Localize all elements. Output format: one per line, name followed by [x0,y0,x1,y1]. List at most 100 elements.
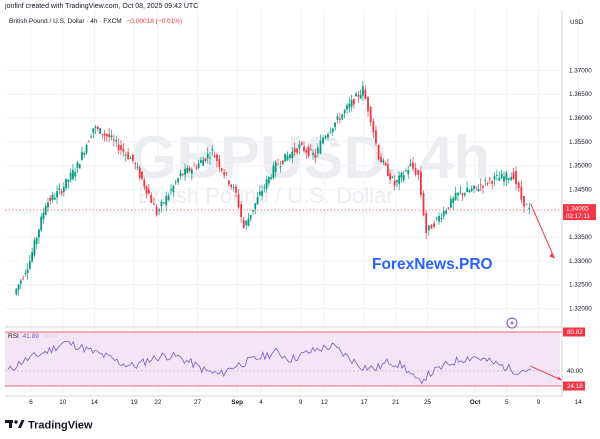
candle-body [60,190,63,194]
candle-body [382,160,385,163]
candle-body [132,154,134,161]
time-tick-label: 10 [59,399,67,406]
rsi-legend: RSI 41.89 ○○○ [8,333,60,340]
candle-body [258,191,261,195]
candle-body [136,166,139,168]
time-tick-label: 14 [91,399,99,406]
rsi-level-tag [563,381,585,391]
candle-body [305,150,308,153]
candle-body [505,172,508,180]
rsi-projection-arrow [530,365,563,381]
candle-body [277,164,279,166]
time-tick-label: 25 [424,399,432,406]
candle-body [134,163,137,165]
candle-body [268,176,270,184]
rsi-level-label: 80.82 [567,329,583,336]
candle-body [503,176,505,182]
lightning-circle-icon[interactable] [506,317,518,329]
grid [5,10,579,393]
candle-body [298,144,301,149]
candle-body [145,186,148,194]
candle-body [153,203,155,205]
candle-body [218,159,221,168]
candle-body [204,158,207,161]
last-price-tag [563,204,596,221]
candle-body [430,224,433,229]
candle-body [400,172,403,178]
candle-body [252,209,254,212]
candle-body [90,136,92,138]
candle-body [425,213,428,233]
candle-body [482,185,484,188]
candle-body [422,193,425,216]
candle-body [445,210,448,214]
forexnews-overlay: ForexNews.PRO [372,256,493,273]
candle-body [327,134,329,138]
candle-body [523,195,525,207]
candle-body [172,185,175,193]
rsi-settings-dots[interactable]: ○○○ [44,333,60,340]
candle-body [65,178,68,188]
time-tick-label: 14 [575,399,583,406]
candle-body [94,126,97,128]
candle-body [200,160,202,163]
candle-body [106,134,108,137]
candle-body [190,169,193,174]
candle-body [515,171,517,185]
price-pane[interactable] [5,81,562,296]
candle-body [225,172,228,174]
candle-body [56,191,58,198]
candle-body [380,156,382,163]
candle-body [206,153,209,159]
candle-body [389,173,392,180]
candle-body [26,269,29,274]
instrument-name: British Pound / U.S. Dollar · 4h · FXCM [9,18,122,25]
candle-body [181,174,184,175]
candle-body [22,278,24,280]
candle-body [254,203,257,209]
candle-body [110,135,113,138]
candle-body [197,163,200,168]
candle-body [193,165,196,167]
candle-body [44,206,47,215]
tradingview-brand[interactable]: TradingView [5,419,93,432]
candle-body [261,191,264,196]
rsi-pane[interactable] [5,331,563,387]
time-tick-label: 21 [392,399,400,406]
candle-body [479,184,482,186]
time-tick-label: 5 [505,399,509,406]
candle-body [484,179,487,181]
candle-body [179,173,182,177]
candle-body [375,130,377,144]
price-tick-label: 1.35500 [569,139,592,146]
candle-body [334,122,337,128]
candle-body [359,94,362,99]
candle-body [322,137,324,144]
candle-body [270,177,273,179]
time-tick-label: 9 [537,399,541,406]
price-tick-label: 1.37000 [569,67,592,74]
candle-body [377,145,380,160]
candle-body [433,223,436,227]
candle-body [155,206,158,216]
candle-body [188,167,191,172]
candle-body [459,191,462,193]
candle-body [473,185,475,189]
candle-body [427,225,430,231]
candle-body [265,179,268,189]
candle-body [491,181,494,184]
candle-body [177,178,180,183]
candle-body [477,188,480,192]
candle-body [202,159,205,166]
candle-body [274,161,277,172]
candle-body [51,194,54,201]
rsi-level-tag [563,327,585,337]
candle-body [124,154,127,156]
candle-body [291,151,294,159]
time-tick-label: 12 [321,399,329,406]
candle-body [213,155,216,158]
candle-body [284,153,287,162]
time-tick-label: 17 [361,399,369,406]
candle-body [309,149,312,150]
